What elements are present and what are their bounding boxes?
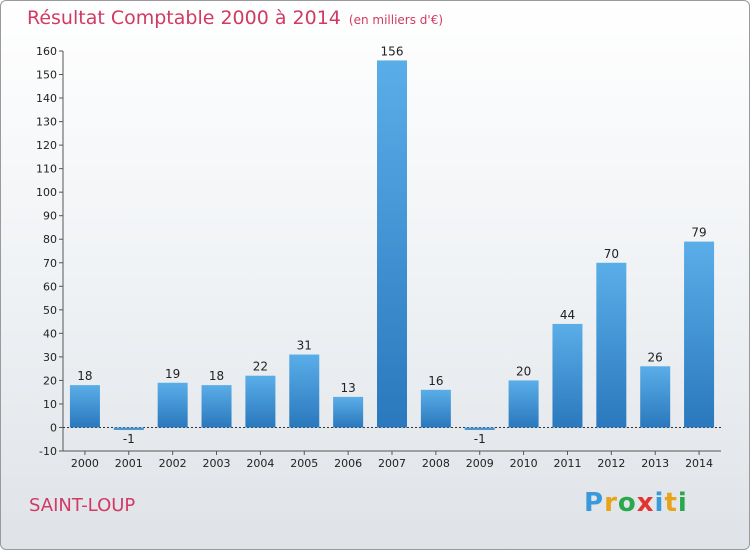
chart-title-unit: (en milliers d'€) xyxy=(348,13,444,27)
data-label: 44 xyxy=(560,308,575,322)
bar xyxy=(157,382,188,428)
x-tick-label: 2014 xyxy=(685,457,713,470)
y-tick-label: 10 xyxy=(43,398,57,411)
proxiti-logo: Proxiti xyxy=(584,488,688,518)
data-label: -1 xyxy=(123,432,135,446)
y-tick-label: 70 xyxy=(43,257,57,270)
y-tick-label: 30 xyxy=(43,351,57,364)
logo-letter: t xyxy=(664,488,678,518)
data-label: 70 xyxy=(604,247,619,261)
bar xyxy=(420,389,451,428)
x-tick-label: 2000 xyxy=(71,457,99,470)
data-label: 79 xyxy=(691,226,706,240)
bar xyxy=(289,354,320,428)
data-label: 22 xyxy=(253,360,268,374)
y-tick-label: 150 xyxy=(36,69,57,82)
x-tick-label: 2004 xyxy=(246,457,274,470)
x-tick-label: 2001 xyxy=(115,457,143,470)
x-tick-label: 2008 xyxy=(422,457,450,470)
data-label: 31 xyxy=(297,339,312,353)
data-label: 19 xyxy=(165,367,180,381)
data-label: 156 xyxy=(381,44,404,58)
bars xyxy=(69,60,715,430)
y-tick-label: 160 xyxy=(36,45,57,58)
data-label: 20 xyxy=(516,364,531,378)
data-label: 16 xyxy=(428,374,443,388)
x-tick-label: 2012 xyxy=(597,457,625,470)
bar xyxy=(201,385,232,428)
y-tick-label: -10 xyxy=(39,445,57,458)
place-name: SAINT-LOUP xyxy=(29,495,136,516)
y-tick-label: 60 xyxy=(43,280,57,293)
bar xyxy=(640,366,671,428)
logo-letter: P xyxy=(584,488,605,518)
bar xyxy=(245,375,276,428)
y-tick-label: 130 xyxy=(36,116,57,129)
chart-title: Résultat Comptable 2000 à 2014 (en millie… xyxy=(27,7,443,29)
chart-title-main: Résultat Comptable 2000 à 2014 xyxy=(27,7,341,29)
y-tick-label: 80 xyxy=(43,233,57,246)
y-tick-label: 40 xyxy=(43,327,57,340)
x-tick-label: 2007 xyxy=(378,457,406,470)
x-tick-label: 2013 xyxy=(641,457,669,470)
y-tick-label: 0 xyxy=(50,421,57,434)
x-tick-label: 2006 xyxy=(334,457,362,470)
data-label: -1 xyxy=(474,432,486,446)
y-tick-label: 20 xyxy=(43,374,57,387)
x-tick-label: 2010 xyxy=(510,457,538,470)
bar xyxy=(69,385,100,428)
x-tick-label: 2009 xyxy=(466,457,494,470)
data-label: 13 xyxy=(340,381,355,395)
y-tick-label: 120 xyxy=(36,139,57,152)
logo-letter: i xyxy=(677,488,688,518)
x-tick-label: 2002 xyxy=(159,457,187,470)
y-tick-label: 50 xyxy=(43,304,57,317)
logo-letter: o xyxy=(617,488,637,518)
data-labels: 18 -1 19 18 22 31 13 156 16 -1 20 44 70 26 79 xyxy=(77,44,706,445)
bar xyxy=(596,262,627,428)
bar xyxy=(508,380,539,428)
bar xyxy=(464,427,495,430)
bar xyxy=(684,241,715,428)
y-tick-label: 110 xyxy=(36,163,57,176)
x-tick-label: 2003 xyxy=(203,457,231,470)
data-label: 26 xyxy=(648,350,663,364)
x-tick-label: 2011 xyxy=(553,457,581,470)
logo-letter: r xyxy=(604,488,618,518)
bar xyxy=(552,323,583,428)
bar xyxy=(333,396,364,428)
y-tick-label: 90 xyxy=(43,210,57,223)
y-tick-label: 100 xyxy=(36,186,57,199)
logo-letter: i xyxy=(654,488,665,518)
data-label: 18 xyxy=(209,369,224,383)
data-label: 18 xyxy=(77,369,92,383)
bar xyxy=(377,60,407,428)
y-tick-label: 140 xyxy=(36,92,57,105)
logo-letter: x xyxy=(636,488,655,518)
bar xyxy=(113,427,144,430)
x-tick-label: 2005 xyxy=(290,457,318,470)
